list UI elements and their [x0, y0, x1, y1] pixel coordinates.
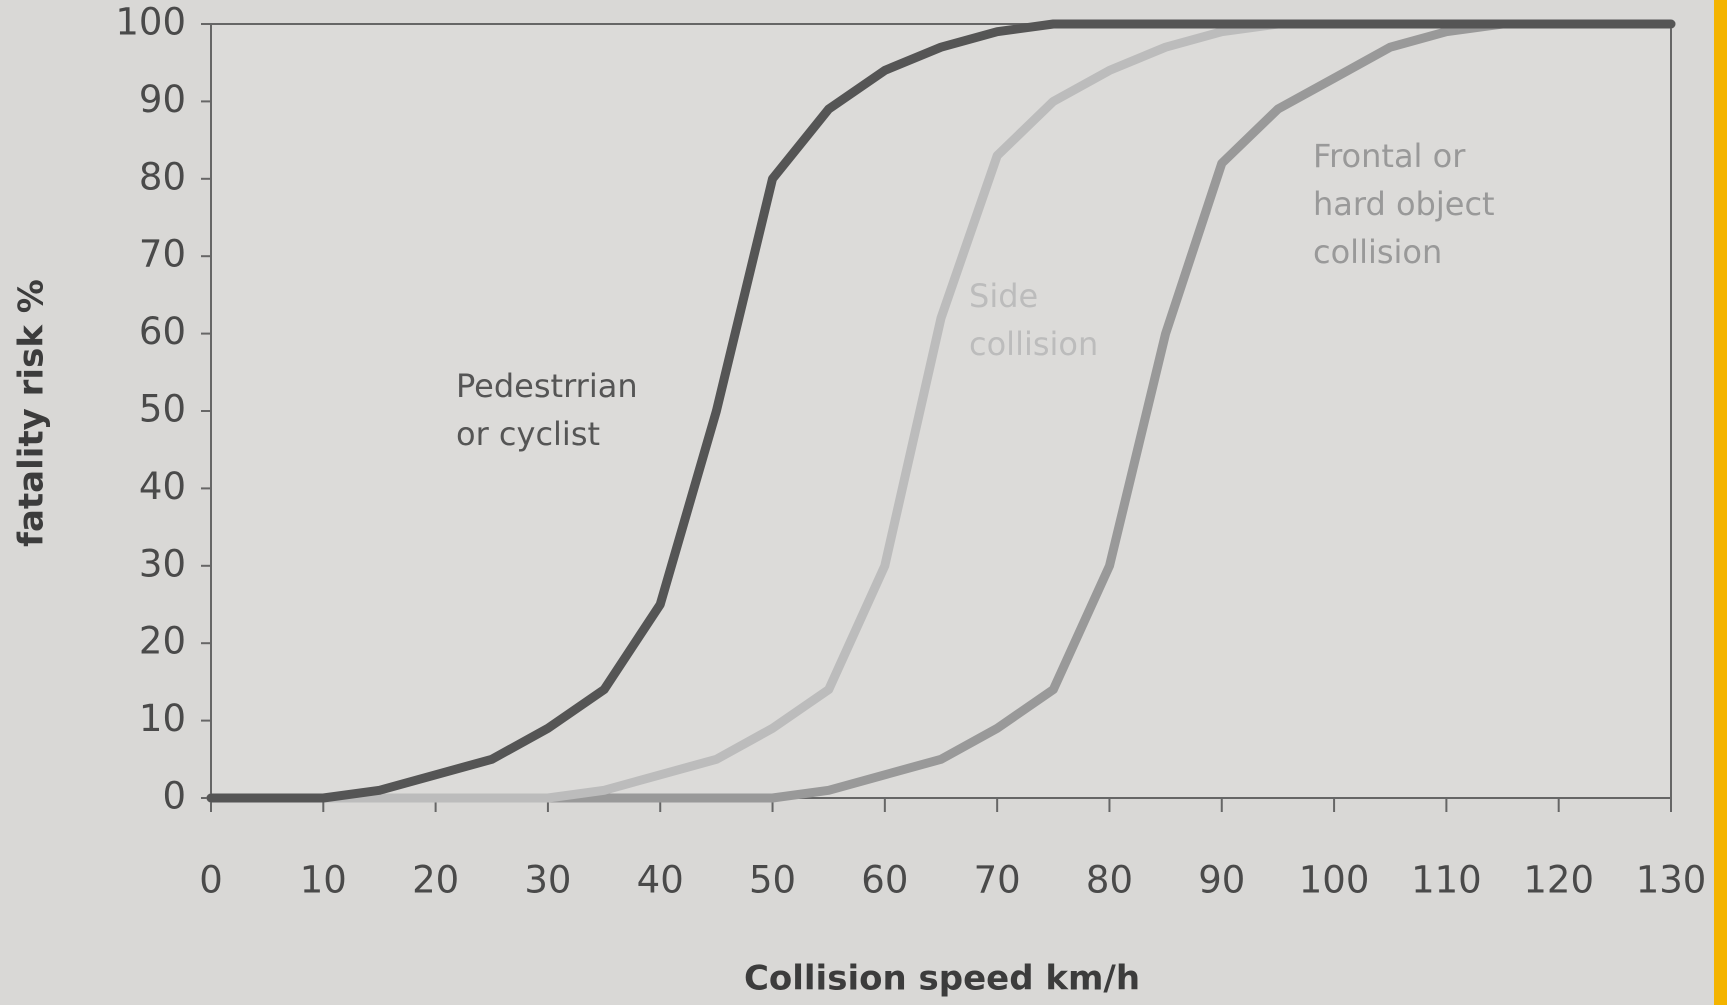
x-tick-label: 100	[1299, 859, 1370, 902]
y-tick-label: 60	[139, 310, 186, 353]
x-tick-label: 60	[861, 859, 908, 902]
series-label: Frontal or hard object collision	[1313, 137, 1495, 271]
y-tick-label: 10	[139, 697, 186, 740]
y-tick-label: 50	[139, 388, 186, 431]
plot-area	[210, 23, 1672, 799]
y-tick-label: 90	[139, 78, 186, 121]
x-tick-label: 30	[524, 859, 571, 902]
x-axis-title: Collision speed km/h	[744, 959, 1140, 999]
series-line	[206, 19, 1676, 803]
x-tick-label: 40	[637, 859, 684, 902]
frame-edge	[1714, 0, 1727, 1005]
x-tick-label: 90	[1198, 859, 1245, 902]
x-tick-label: 110	[1411, 859, 1482, 902]
y-tick-label: 80	[139, 155, 186, 198]
x-tick-label: 20	[412, 859, 459, 902]
x-tick-label: 50	[749, 859, 796, 902]
x-tick-label: 130	[1636, 859, 1707, 902]
series-label: Pedestrrian or cyclist	[456, 367, 638, 453]
y-tick-label: 30	[139, 542, 186, 585]
y-axis-title: fatality risk %	[12, 279, 52, 547]
x-tick-label: 10	[300, 859, 347, 902]
y-tick-label: 70	[139, 233, 186, 276]
y-tick-label: 20	[139, 620, 186, 663]
x-tick-label: 0	[199, 859, 223, 902]
x-tick-label: 80	[1086, 859, 1133, 902]
y-tick-label: 40	[139, 465, 186, 508]
x-tick-label: 120	[1523, 859, 1594, 902]
y-tick-label: 100	[115, 1, 186, 44]
y-tick-label: 0	[162, 775, 186, 818]
series-label: Side collision	[969, 277, 1099, 363]
x-tick-label: 70	[974, 859, 1021, 902]
